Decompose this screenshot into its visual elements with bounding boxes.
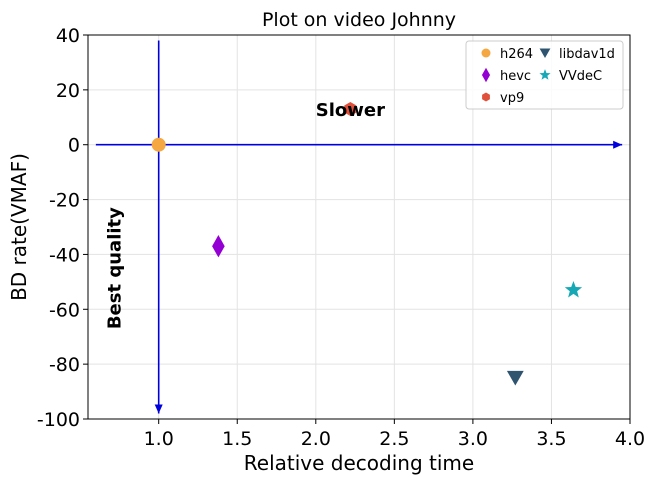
data-points	[151, 102, 583, 386]
slower-arrow-head	[613, 140, 623, 149]
x-tick-label: 4.0	[615, 428, 645, 450]
annotation-best-quality: Best quality	[105, 207, 126, 329]
y-axis-ticks: 40 20 0 -20 -40 -60 -80 -100	[37, 25, 88, 431]
legend-label-h264: h264	[500, 47, 533, 62]
point-vp9	[344, 102, 357, 117]
point-h264	[151, 137, 166, 152]
legend-marker-vp9	[482, 92, 490, 102]
y-tick-label: -40	[49, 244, 80, 266]
legend-marker-hevc	[481, 67, 491, 83]
legend: h264 hevc vp9 libdav1d VVdeC	[465, 40, 624, 110]
y-tick-label: 20	[56, 80, 80, 102]
y-tick-label: 0	[68, 135, 80, 157]
arrows	[95, 40, 623, 414]
x-tick-label: 2.5	[379, 428, 409, 450]
y-tick-label: -100	[37, 409, 80, 431]
legend-marker-libdav1d	[539, 48, 551, 58]
legend-label-vvdec: VVdeC	[559, 69, 602, 84]
y-axis-label: BD rate(VMAF)	[7, 153, 31, 301]
legend-marker-vvdec	[539, 69, 551, 80]
y-tick-label: 40	[56, 25, 80, 47]
point-hevc	[212, 235, 225, 258]
x-tick-label: 2.0	[301, 428, 331, 450]
x-tick-label: 1.0	[144, 428, 174, 450]
x-tick-label: 1.5	[222, 428, 252, 450]
point-libdav1d	[506, 370, 524, 386]
y-tick-label: -20	[49, 190, 80, 212]
point-vvdec	[564, 280, 583, 298]
plot-frame	[87, 34, 631, 420]
legend-marker-h264	[481, 48, 491, 58]
x-axis-ticks: 1.0 1.5 2.0 2.5 3.0 3.5 4.0	[144, 419, 645, 450]
quality-arrow-head	[154, 404, 163, 414]
annotation-slower: Slower	[316, 100, 385, 121]
x-tick-label: 3.5	[536, 428, 566, 450]
annotations: Slower Best quality	[105, 100, 385, 329]
legend-label-vp9: vp9	[500, 91, 524, 106]
x-axis-label: Relative decoding time	[244, 451, 474, 475]
y-tick-label: -60	[49, 299, 80, 321]
legend-label-hevc: hevc	[500, 69, 531, 84]
y-tick-label: -80	[49, 354, 80, 376]
legend-label-libdav1d: libdav1d	[559, 47, 615, 62]
chart-title: Plot on video Johnny	[262, 9, 456, 31]
x-tick-label: 3.0	[458, 428, 488, 450]
